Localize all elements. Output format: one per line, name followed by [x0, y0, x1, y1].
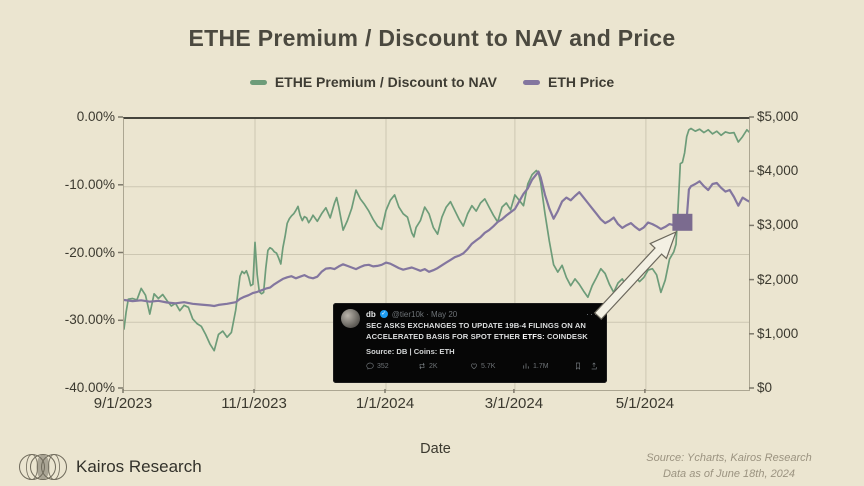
legend-label: ETHE Premium / Discount to NAV — [274, 74, 498, 90]
legend-label: ETH Price — [548, 74, 615, 90]
retweet-icon: 2K — [418, 362, 470, 370]
share-icon — [590, 362, 598, 370]
plot-svg — [124, 119, 749, 390]
source-attribution: Source: Ycharts, Kairos Research Data as… — [604, 450, 854, 482]
purple-series-swatch-icon — [523, 79, 541, 85]
x-tick-label: 9/1/2023 — [93, 395, 153, 412]
reply-count: 352 — [377, 362, 389, 370]
tweet-avatar — [341, 309, 360, 328]
y-left-tick-label: -20.00% — [64, 244, 115, 260]
y-left-tick-label: -10.00% — [64, 176, 115, 192]
tweet-source-line: Source: DB | Coins: ETH — [366, 347, 455, 357]
tweet-actions-row: 352 2K 5.7K 1.7M — [366, 362, 598, 370]
verified-badge-icon: ✓ — [379, 310, 388, 318]
more-options-icon: ··· — [586, 309, 598, 319]
y-right-tick-label: $4,000 — [757, 163, 799, 179]
y-right-tick-label: $2,000 — [757, 271, 799, 287]
tweet-body: SEC ASKS EXCHANGES TO UPDATE 19B-4 FILIN… — [366, 321, 588, 341]
x-tick-label: 5/1/2024 — [615, 395, 675, 412]
views-icon: 1.7M — [522, 362, 574, 370]
plot-area — [123, 117, 750, 391]
x-tick-label: 11/1/2023 — [221, 395, 287, 412]
tweet-handle: @tier10k · May 20 — [391, 309, 458, 319]
reply-icon: 352 — [366, 362, 418, 370]
y-left-tick-label: -40.00% — [64, 380, 115, 395]
retweet-count: 2K — [429, 362, 438, 370]
source-line: Source: Ycharts, Kairos Research — [646, 452, 812, 464]
y-right-tick-label: $0 — [757, 380, 773, 395]
y-right-tick-label: $1,000 — [757, 325, 799, 341]
legend-item-ethe-premium: ETHE Premium / Discount to NAV — [249, 74, 498, 90]
tweet-author-name: db — [366, 309, 376, 319]
chart-legend: ETHE Premium / Discount to NAV ETH Price — [0, 74, 864, 90]
y-left-tick-label: 0.00% — [76, 109, 115, 124]
y-right-tick-label: $3,000 — [757, 217, 799, 233]
embedded-tweet-screenshot: db ✓ @tier10k · May 20 ··· SEC ASKS EXCH… — [333, 303, 607, 383]
kairos-logo-icon — [19, 454, 67, 480]
tweet-header: db ✓ @tier10k · May 20 ··· — [366, 309, 598, 319]
views-count: 1.7M — [533, 362, 549, 370]
legend-item-eth-price: ETH Price — [523, 74, 614, 90]
x-tick-label: 1/1/2024 — [355, 395, 415, 412]
like-count: 5.7K — [481, 362, 496, 370]
page-title: ETHE Premium / Discount to NAV and Price — [188, 25, 676, 51]
data-as-of-line: Data as of June 18th, 2024 — [662, 468, 796, 480]
y-right-tick-label: $5,000 — [757, 109, 799, 124]
green-series-swatch-icon — [249, 79, 267, 85]
brand-name: Kairos Research — [76, 457, 202, 476]
x-axis-title: Date — [420, 441, 451, 457]
like-icon: 5.7K — [470, 362, 522, 370]
y-left-tick-label: -30.00% — [64, 312, 115, 328]
bookmark-icon — [574, 362, 582, 370]
x-tick-label: 3/1/2024 — [484, 395, 544, 412]
